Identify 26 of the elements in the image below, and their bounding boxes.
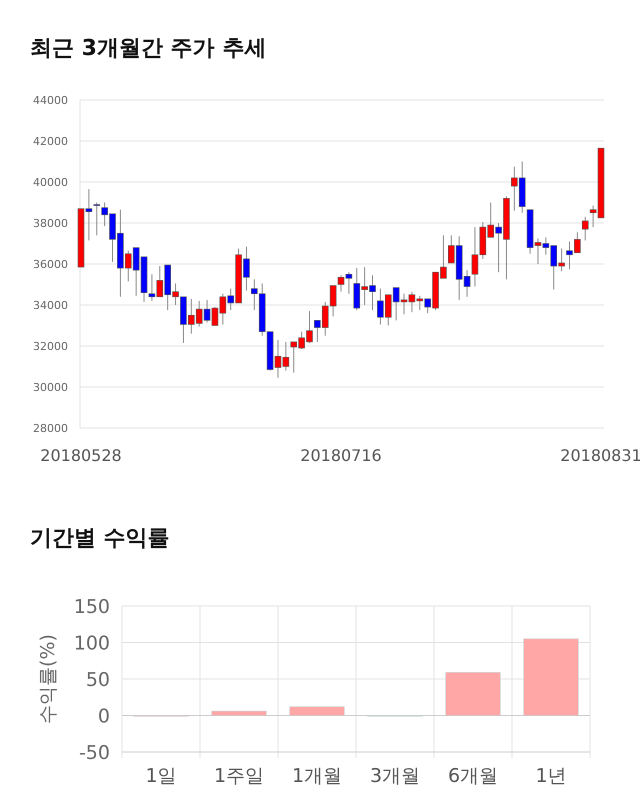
y-tick-label: 100: [74, 632, 110, 654]
x-tick-label: 3개월: [370, 765, 420, 787]
y-tick-label: 38000: [33, 216, 68, 230]
y-tick-label: 150: [74, 596, 110, 618]
x-tick-label: 1년: [535, 765, 567, 787]
chart-title: 최근 3개월간 주가 추세: [30, 36, 266, 61]
y-tick-label: 30000: [33, 380, 68, 394]
y-tick-label: -50: [78, 742, 110, 764]
x-tick-label: 20180831: [560, 446, 640, 465]
x-tick-label: 20180716: [300, 446, 382, 465]
chart-title: 기간별 수익률: [30, 526, 170, 551]
y-axis-title: 수익률(%): [37, 634, 59, 724]
y-tick-label: 32000: [33, 340, 68, 353]
y-tick-label: 0: [98, 705, 110, 728]
y-tick-label: 34000: [33, 298, 68, 312]
x-tick-label: 1개월: [292, 765, 342, 787]
y-tick-label: 42000: [33, 134, 68, 148]
x-tick-label: 1일: [145, 765, 177, 787]
y-tick-label: 44000: [33, 94, 68, 107]
x-tick-label: 1주일: [214, 765, 264, 787]
x-tick-label: 20180528: [40, 446, 122, 465]
y-tick-label: 36000: [33, 258, 68, 271]
y-tick-label: 40000: [33, 176, 68, 189]
y-tick-label: 28000: [33, 422, 68, 435]
y-tick-label: 50: [86, 668, 110, 691]
x-tick-label: 6개월: [448, 765, 498, 787]
